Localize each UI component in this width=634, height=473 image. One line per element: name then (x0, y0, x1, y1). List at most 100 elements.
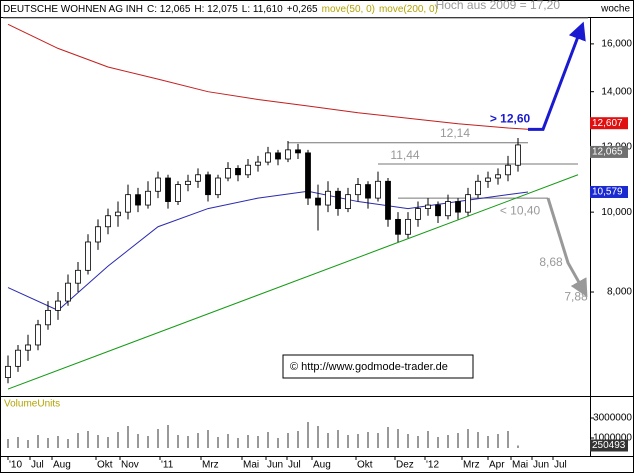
level-label: 8,68 (539, 255, 563, 269)
legend-entry: move(200, 0) (379, 4, 438, 15)
candle-body (135, 194, 141, 206)
candle-body (145, 190, 151, 206)
x-tick-label: Jul (554, 460, 567, 471)
candle-body (425, 204, 431, 209)
y-tick-label: 16,000 (601, 39, 632, 50)
y-tick-label: 10,000 (601, 207, 632, 218)
candle-body (275, 152, 281, 160)
y-tick-label: 14,000 (601, 86, 632, 97)
candle-body (385, 180, 391, 220)
candle-body (405, 218, 411, 235)
x-tick-label: Jul (288, 460, 301, 471)
x-tick-label: '11 (161, 460, 174, 471)
candle-body (435, 204, 441, 217)
candle-body (175, 184, 181, 202)
candle-body (445, 201, 451, 217)
last-price-label: 12,065 (592, 147, 623, 158)
candle-body (235, 167, 241, 176)
x-tick-label: Jul (31, 460, 44, 471)
x-tick-label: Mrz (202, 460, 219, 471)
x-tick-label: Apr (489, 460, 505, 471)
quote: L: 11,610 (242, 4, 283, 15)
level-label: < 10,40 (500, 203, 541, 217)
legend-entry: move(50, 0) (322, 4, 375, 15)
candle-body (265, 152, 271, 163)
last-price-box (590, 145, 628, 158)
volume-tick-label: 1000000 (593, 433, 632, 444)
candle-body (155, 177, 161, 192)
x-tick-label: Mrz (463, 460, 480, 471)
header: DEUTSCHE WOHNEN AG INH C: 12,065 H: 12,075… (3, 4, 438, 15)
candle-body (85, 241, 91, 271)
y-tick-label: 8,000 (607, 287, 632, 298)
candle-body (495, 174, 501, 179)
breakout-arrow (528, 21, 586, 131)
moving-average (7, 23, 529, 130)
candle-body (465, 194, 471, 213)
source-box (282, 354, 474, 379)
candle-body (285, 149, 291, 160)
candle-body (255, 161, 261, 166)
candle-body (315, 197, 321, 206)
candle-body (25, 344, 31, 351)
volume-last-box (590, 439, 628, 452)
candle-body (355, 184, 361, 196)
x-tick-label: Jun (533, 460, 549, 471)
x-tick-label: Nov (121, 460, 139, 471)
level-label: 7,88 (564, 290, 588, 304)
last-price-label: 12,607 (592, 118, 623, 129)
candle-body (185, 180, 191, 185)
source: © http://www.godmode-trader.de (290, 361, 448, 373)
candle-body (95, 226, 101, 243)
candle-body (375, 180, 381, 199)
level-label: 11,44 (390, 148, 419, 162)
x-tick-label: '10 (9, 460, 22, 471)
x-tick-label: Dez (396, 460, 414, 471)
candle-body (395, 218, 401, 235)
candle-body (195, 174, 201, 182)
period: woche (600, 4, 630, 15)
x-tick-label: '12 (426, 460, 439, 471)
quote: +0,265 (287, 4, 318, 15)
quote: H: 12,075 (194, 4, 238, 15)
trend-line (7, 174, 579, 390)
breakdown-arrow (546, 197, 588, 298)
candle-body (75, 269, 81, 284)
quote: C: 12,065 (147, 4, 191, 15)
x-tick-label: Aug (313, 460, 331, 471)
x-tick-label: Aug (53, 460, 71, 471)
candle-body (475, 180, 481, 196)
volume-tick-label: 3000000 (593, 413, 632, 424)
last-price-box (590, 185, 628, 198)
candle-body (485, 177, 491, 182)
candle-body (335, 190, 341, 209)
candle-body (325, 190, 331, 206)
candle-body (245, 164, 251, 176)
x-tick-label: Mai (243, 460, 259, 471)
candle-body (305, 152, 311, 199)
x-tick-label: Jun (267, 460, 283, 471)
candle-body (45, 309, 51, 326)
candle-body (365, 184, 371, 199)
candle-body (165, 177, 171, 202)
candle-body (455, 201, 461, 213)
volume-title: VolumeUnits (4, 399, 60, 410)
x-tick-label: Okt (97, 460, 113, 471)
candle-body (5, 365, 11, 378)
last-price-label: 10,579 (592, 187, 623, 198)
x-tick-label: Mai (512, 460, 528, 471)
candle-body (105, 215, 111, 228)
candle-body (15, 349, 21, 367)
candle-body (215, 177, 221, 196)
candle-body (345, 194, 351, 209)
level-label: 12,14 (440, 126, 470, 140)
title: DEUTSCHE WOHNEN AG INH (3, 4, 143, 15)
level-label: Hoch aus 2009 = 17,20 (436, 0, 561, 12)
x-tick-label: Okt (357, 460, 373, 471)
candle-body (55, 300, 61, 311)
candle-body (125, 194, 131, 213)
last-price-box (590, 117, 628, 130)
candle-body (415, 208, 421, 220)
